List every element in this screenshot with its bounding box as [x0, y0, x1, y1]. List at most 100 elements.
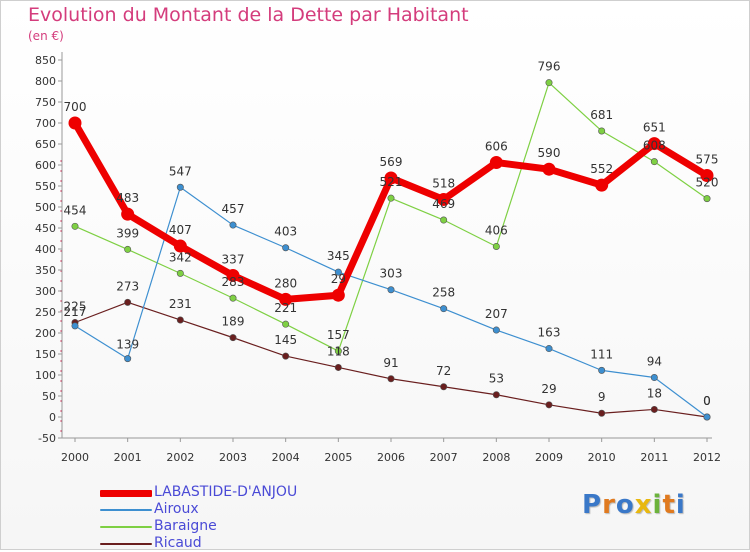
- data-label: 575: [696, 153, 719, 167]
- legend-swatch: [100, 526, 152, 528]
- data-point: [176, 316, 184, 324]
- y-tick-label: 700: [35, 117, 56, 130]
- y-tick-label: 500: [35, 201, 56, 214]
- data-label: 231: [169, 297, 192, 311]
- y-tick-label: 850: [35, 54, 56, 67]
- x-tick-label: 2007: [430, 451, 458, 464]
- data-point: [650, 374, 658, 382]
- y-tick-label: -50: [38, 432, 56, 445]
- legend-swatch: [100, 489, 152, 497]
- y-tick-label: 750: [35, 96, 56, 109]
- data-label: 225: [64, 300, 87, 314]
- data-point: [545, 401, 553, 409]
- data-label: 111: [590, 347, 613, 361]
- data-label: 469: [432, 197, 455, 211]
- data-label: 518: [432, 176, 455, 190]
- data-point: [229, 294, 237, 302]
- data-label: 29: [331, 272, 346, 286]
- data-label: 407: [169, 223, 192, 237]
- x-tick-label: 2011: [640, 451, 668, 464]
- data-point: [279, 292, 293, 306]
- data-point: [703, 195, 711, 203]
- data-label: 345: [327, 249, 350, 263]
- data-label: 483: [116, 191, 139, 205]
- data-label: 608: [643, 139, 666, 153]
- data-label: 681: [590, 108, 613, 122]
- data-label: 207: [485, 307, 508, 321]
- data-point: [489, 155, 503, 169]
- data-point: [492, 326, 500, 334]
- data-point: [440, 305, 448, 313]
- legend-swatch: [100, 543, 152, 545]
- brand-letter: P: [582, 490, 603, 520]
- data-point: [68, 116, 82, 130]
- data-label: 606: [485, 139, 508, 153]
- brand-letter: r: [602, 490, 616, 520]
- data-point: [440, 216, 448, 224]
- data-label: 145: [274, 333, 297, 347]
- data-label: 651: [643, 121, 666, 135]
- data-label: 700: [64, 100, 87, 114]
- x-tick-label: 2010: [588, 451, 616, 464]
- y-tick-label: 600: [35, 159, 56, 172]
- data-label: 258: [432, 286, 455, 300]
- data-point: [282, 320, 290, 328]
- proxiti-logo: Proxiti: [582, 490, 686, 520]
- legend-label: Baraigne: [154, 518, 217, 534]
- y-tick-label: 350: [35, 264, 56, 277]
- data-label: 29: [541, 382, 556, 396]
- data-point: [334, 363, 342, 371]
- data-label: 521: [380, 175, 403, 189]
- y-tick-label: 200: [35, 327, 56, 340]
- y-tick-label: 650: [35, 138, 56, 151]
- data-label: 569: [380, 155, 403, 169]
- x-tick-label: 2004: [272, 451, 300, 464]
- data-point: [176, 183, 184, 191]
- legend-label: Ricaud: [154, 535, 202, 551]
- data-point: [440, 383, 448, 391]
- x-tick-label: 2002: [166, 451, 194, 464]
- data-label: 53: [489, 372, 504, 386]
- data-label: 273: [116, 279, 139, 293]
- data-label: 547: [169, 164, 192, 178]
- legend-swatch: [100, 509, 152, 511]
- data-label: 303: [380, 267, 403, 281]
- data-label: 9: [598, 390, 606, 404]
- data-label: 217: [64, 305, 87, 319]
- data-label: 221: [274, 301, 297, 315]
- data-label: 139: [116, 338, 139, 352]
- brand-letter: o: [615, 490, 635, 520]
- data-label: 18: [647, 386, 662, 400]
- data-point: [384, 171, 398, 185]
- data-label: 280: [274, 276, 297, 290]
- data-point: [121, 207, 135, 221]
- y-tick-label: 250: [35, 306, 56, 319]
- data-point: [545, 345, 553, 353]
- data-label: 0: [703, 394, 711, 408]
- data-point: [282, 244, 290, 252]
- data-label: 0: [703, 394, 711, 408]
- y-tick-label: 150: [35, 348, 56, 361]
- data-label: 94: [647, 355, 662, 369]
- y-tick-label: 800: [35, 75, 56, 88]
- data-label: 118: [327, 344, 350, 358]
- data-point: [226, 268, 240, 282]
- data-point: [542, 162, 556, 176]
- brand-letter: i: [675, 490, 686, 520]
- data-point: [647, 137, 661, 151]
- data-point: [229, 334, 237, 342]
- x-tick-label: 2006: [377, 451, 405, 464]
- data-label: 337: [222, 252, 245, 266]
- data-label: 189: [222, 315, 245, 329]
- data-point: [124, 355, 132, 363]
- data-point: [492, 242, 500, 250]
- data-label: 457: [222, 202, 245, 216]
- data-point: [124, 298, 132, 306]
- data-point: [598, 127, 606, 135]
- data-label: 406: [485, 223, 508, 237]
- x-tick-label: 2009: [535, 451, 563, 464]
- data-point: [437, 192, 451, 206]
- brand-letter: i: [652, 490, 663, 520]
- legend-label: Airoux: [154, 501, 199, 517]
